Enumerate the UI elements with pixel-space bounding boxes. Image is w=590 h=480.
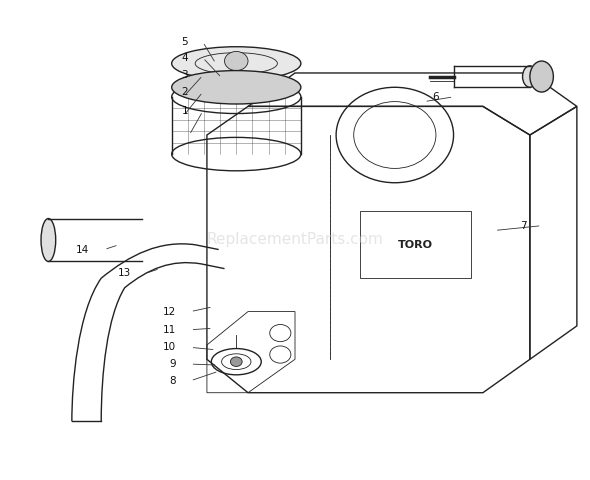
Circle shape: [231, 357, 242, 366]
Ellipse shape: [172, 71, 301, 104]
Ellipse shape: [41, 218, 55, 262]
Text: 12: 12: [162, 307, 176, 317]
Text: 9: 9: [169, 359, 176, 369]
Ellipse shape: [530, 61, 553, 92]
Text: 14: 14: [76, 244, 90, 254]
Ellipse shape: [523, 66, 537, 87]
Text: 8: 8: [169, 376, 176, 386]
Text: 10: 10: [163, 342, 176, 352]
Text: ReplacementParts.com: ReplacementParts.com: [206, 232, 384, 248]
Text: 6: 6: [432, 92, 439, 102]
Text: 13: 13: [117, 268, 130, 278]
Text: 4: 4: [182, 53, 188, 63]
Text: 11: 11: [162, 324, 176, 335]
Text: 2: 2: [182, 87, 188, 97]
Text: 1: 1: [182, 106, 188, 116]
Text: 7: 7: [520, 221, 527, 231]
Ellipse shape: [172, 47, 301, 80]
Text: TORO: TORO: [398, 240, 433, 250]
Text: 5: 5: [182, 37, 188, 47]
Text: 3: 3: [182, 71, 188, 80]
Circle shape: [225, 51, 248, 71]
